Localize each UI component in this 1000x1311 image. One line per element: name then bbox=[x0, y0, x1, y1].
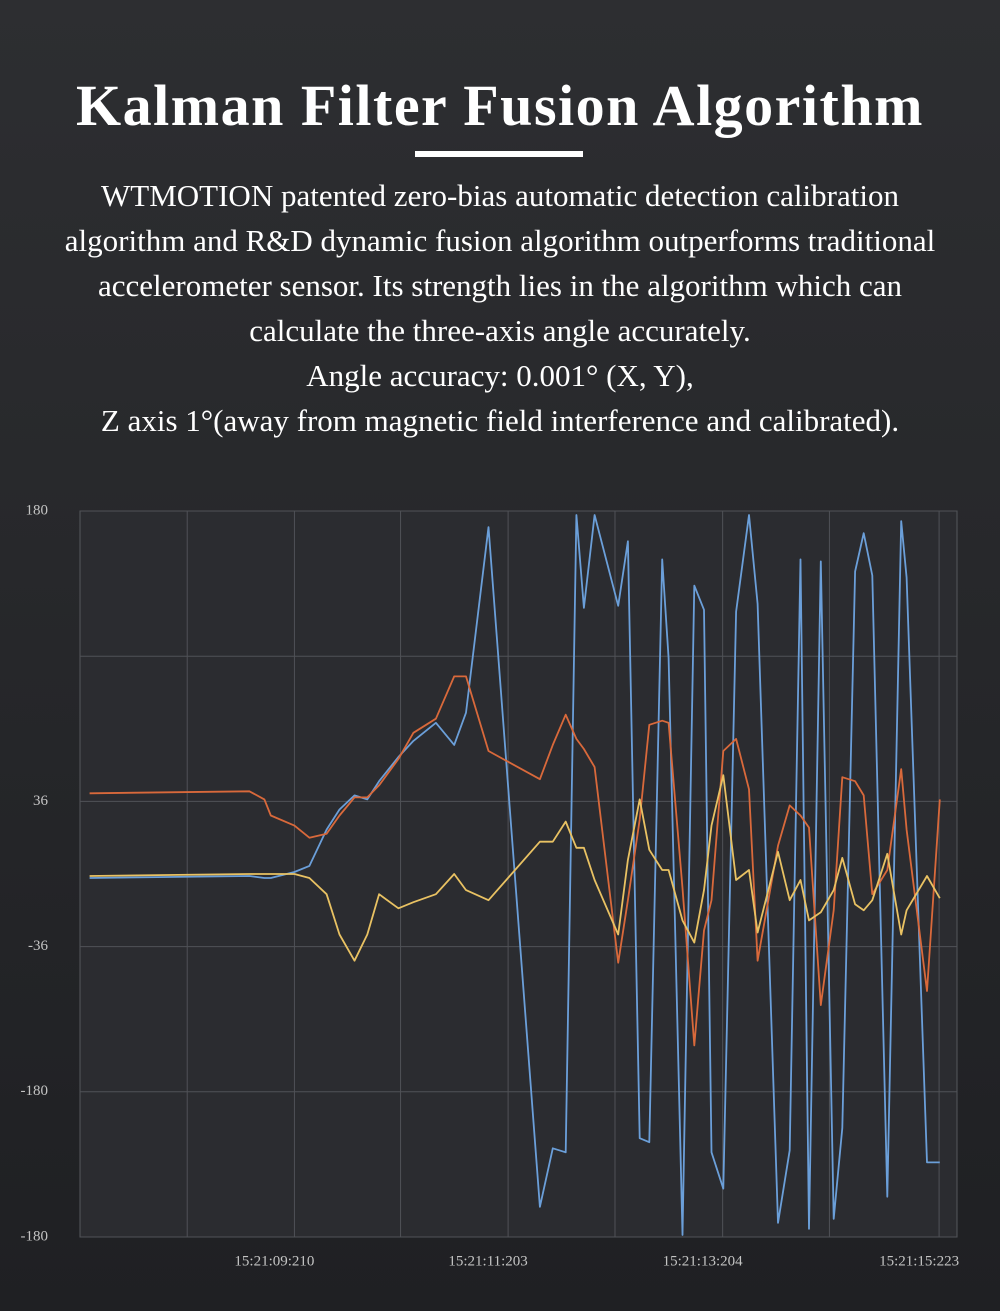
description-line: calculate the three-axis angle accuratel… bbox=[249, 313, 751, 348]
x-tick-label: 15:21:13:204 bbox=[663, 1253, 744, 1269]
description-line: Z axis 1°(away from magnetic field inter… bbox=[100, 403, 900, 438]
series-line bbox=[89, 675, 941, 1047]
description-line: accelerometer sensor. Its strength lies … bbox=[97, 268, 903, 303]
description-line: WTMOTION patented zero-bias automatic de… bbox=[101, 178, 899, 213]
y-tick-label: -180 bbox=[21, 1228, 49, 1244]
series-line bbox=[89, 774, 941, 962]
title-underline bbox=[415, 151, 583, 157]
y-tick-label: 36 bbox=[33, 793, 49, 809]
x-tick-label: 15:21:15:223 bbox=[879, 1253, 959, 1269]
y-tick-label: -180 bbox=[21, 1083, 49, 1099]
title: Kalman Filter Fusion Algorithm bbox=[76, 73, 924, 138]
y-tick-label: -36 bbox=[28, 938, 48, 954]
y-tick-label: 180 bbox=[26, 502, 49, 518]
x-tick-label: 15:21:11:203 bbox=[448, 1253, 527, 1269]
x-tick-label: 15:21:09:210 bbox=[234, 1253, 314, 1269]
description: WTMOTION patented zero-bias automatic de… bbox=[0, 173, 1000, 443]
description-line: Angle accuracy: 0.001° (X, Y), bbox=[306, 358, 694, 393]
description-line: algorithm and R&D dynamic fusion algorit… bbox=[64, 223, 936, 258]
